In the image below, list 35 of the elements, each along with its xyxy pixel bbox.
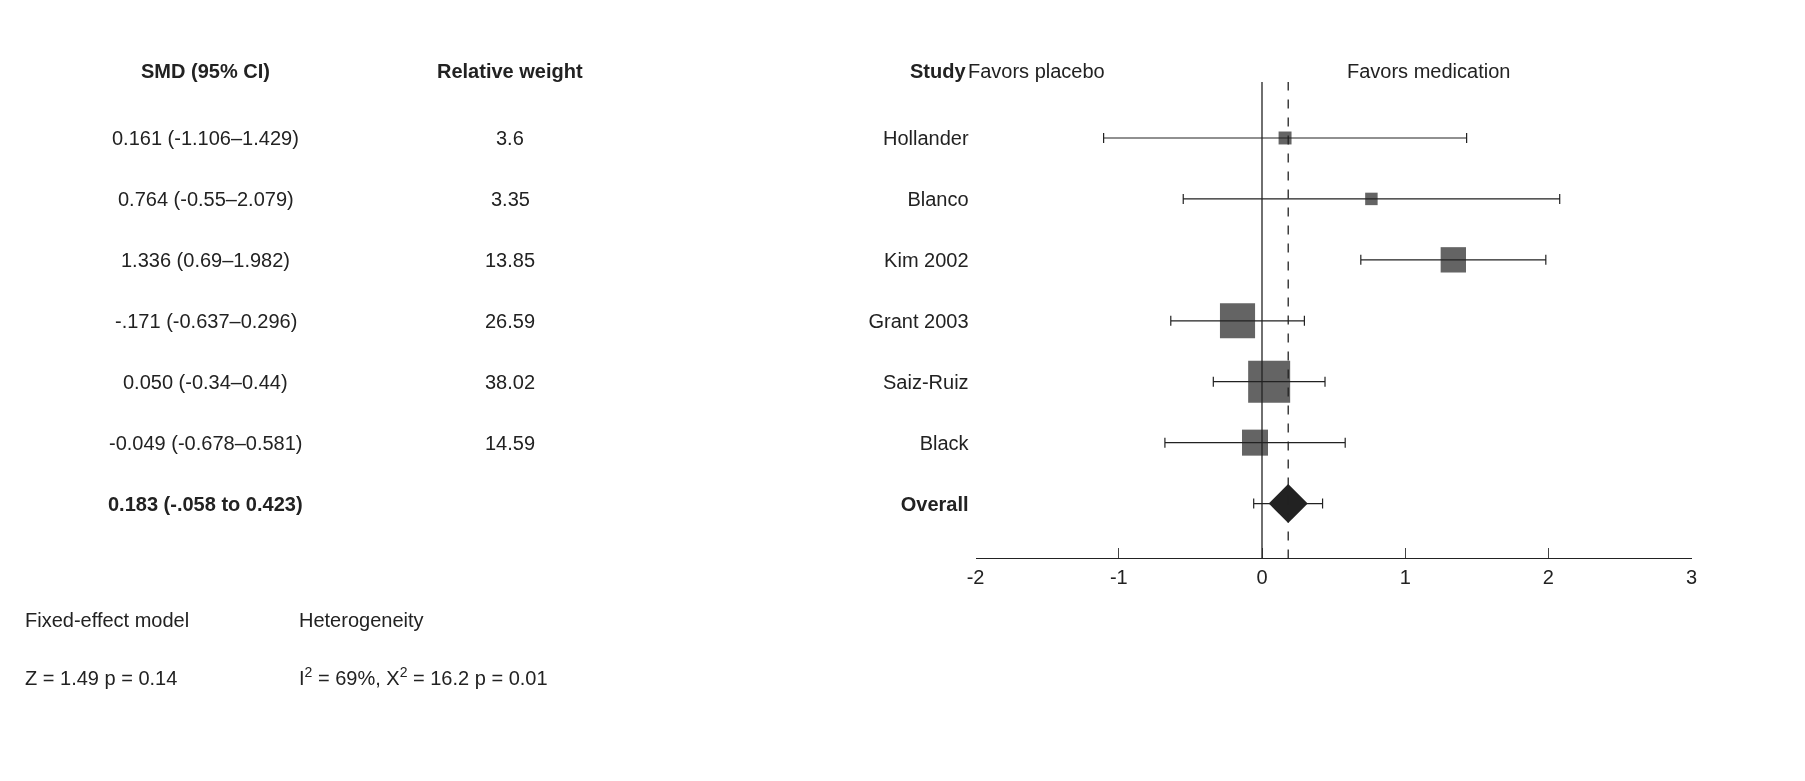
y-tick-label: Overall	[900, 492, 969, 515]
x-tick-label: 3	[1686, 565, 1698, 588]
text: 14.59	[485, 432, 536, 454]
text: 0.183 (-.058 to 0.423)	[108, 493, 303, 515]
text: I$^{2}$ = 69%, X$^{2}$ = 16.2 p = 0.01	[299, 664, 548, 690]
text: 0.050 (-0.34–0.44)	[123, 371, 288, 393]
y-tick-label: Hollander	[882, 126, 969, 149]
x-tick-label: -1	[1109, 565, 1128, 588]
y-tick-label: Grant 2003	[868, 309, 969, 332]
text: 0.764 (-0.55–2.079)	[118, 188, 294, 210]
text: Z = 1.49 p = 0.14	[25, 667, 178, 689]
text: 0.161 (-1.106–1.429)	[112, 127, 299, 149]
x-tick-label: 1	[1399, 565, 1411, 588]
text: 13.85	[485, 249, 536, 271]
y-tick-label: Kim 2002	[884, 248, 969, 271]
text: 3.6	[496, 127, 524, 149]
text: -.171 (-0.637–0.296)	[115, 310, 298, 332]
y-tick-label: Blanco	[907, 187, 969, 210]
text: SMD (95% CI)	[141, 60, 270, 82]
text: -0.049 (-0.678–0.581)	[109, 432, 303, 454]
text: 3.35	[491, 188, 530, 210]
y-tick-label: Black	[919, 431, 970, 454]
x-tick-label: -2	[966, 565, 985, 588]
text: Fixed-effect model	[25, 609, 190, 631]
text: Heterogeneity	[299, 609, 424, 631]
text: 26.59	[485, 310, 536, 332]
x-tick-label: 0	[1256, 565, 1268, 588]
text: 38.02	[485, 371, 536, 393]
text: Study	[910, 60, 967, 82]
annotation: Favors medication	[1347, 60, 1511, 82]
x-tick-label: 2	[1542, 565, 1554, 588]
annotation: Favors placebo	[968, 60, 1105, 82]
text: 1.336 (0.69–1.982)	[121, 249, 291, 271]
y-tick-label: Saiz-Ruiz	[883, 370, 969, 393]
text: Relative weight	[437, 60, 583, 82]
